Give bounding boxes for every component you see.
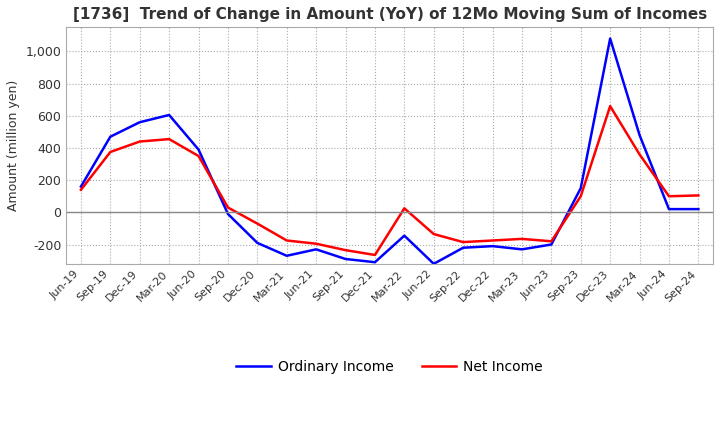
Ordinary Income [341,257,350,262]
Ordinary Income [400,233,409,238]
Ordinary Income [253,240,261,246]
Net Income [194,154,203,159]
Ordinary Income [488,243,497,249]
Net Income [253,221,261,226]
Ordinary Income [135,120,144,125]
Line: Net Income: Net Income [81,106,698,255]
Net Income [106,149,114,154]
Net Income [371,252,379,257]
Net Income [459,239,467,245]
Ordinary Income [194,147,203,152]
Ordinary Income [577,186,585,191]
Ordinary Income [224,211,233,216]
Ordinary Income [518,247,526,252]
Net Income [635,152,644,157]
Net Income [547,238,556,244]
Ordinary Income [694,206,703,212]
Net Income [312,241,320,246]
Ordinary Income [459,245,467,250]
Ordinary Income [312,247,320,252]
Ordinary Income [76,184,85,189]
Y-axis label: Amount (million yen): Amount (million yen) [7,80,20,211]
Net Income [488,238,497,243]
Ordinary Income [547,242,556,247]
Net Income [429,231,438,237]
Ordinary Income [106,134,114,139]
Net Income [165,136,174,142]
Net Income [224,205,233,210]
Ordinary Income [635,132,644,138]
Line: Ordinary Income: Ordinary Income [81,39,698,264]
Title: [1736]  Trend of Change in Amount (YoY) of 12Mo Moving Sum of Incomes: [1736] Trend of Change in Amount (YoY) o… [73,7,707,22]
Net Income [135,139,144,144]
Legend: Ordinary Income, Net Income: Ordinary Income, Net Income [231,355,549,380]
Net Income [282,238,291,243]
Net Income [577,194,585,199]
Net Income [665,194,673,199]
Ordinary Income [429,261,438,267]
Net Income [518,236,526,242]
Net Income [694,193,703,198]
Net Income [606,103,614,109]
Net Income [76,187,85,192]
Ordinary Income [282,253,291,258]
Ordinary Income [606,36,614,41]
Ordinary Income [371,260,379,265]
Net Income [400,205,409,211]
Net Income [341,248,350,253]
Ordinary Income [665,206,673,212]
Ordinary Income [165,112,174,117]
